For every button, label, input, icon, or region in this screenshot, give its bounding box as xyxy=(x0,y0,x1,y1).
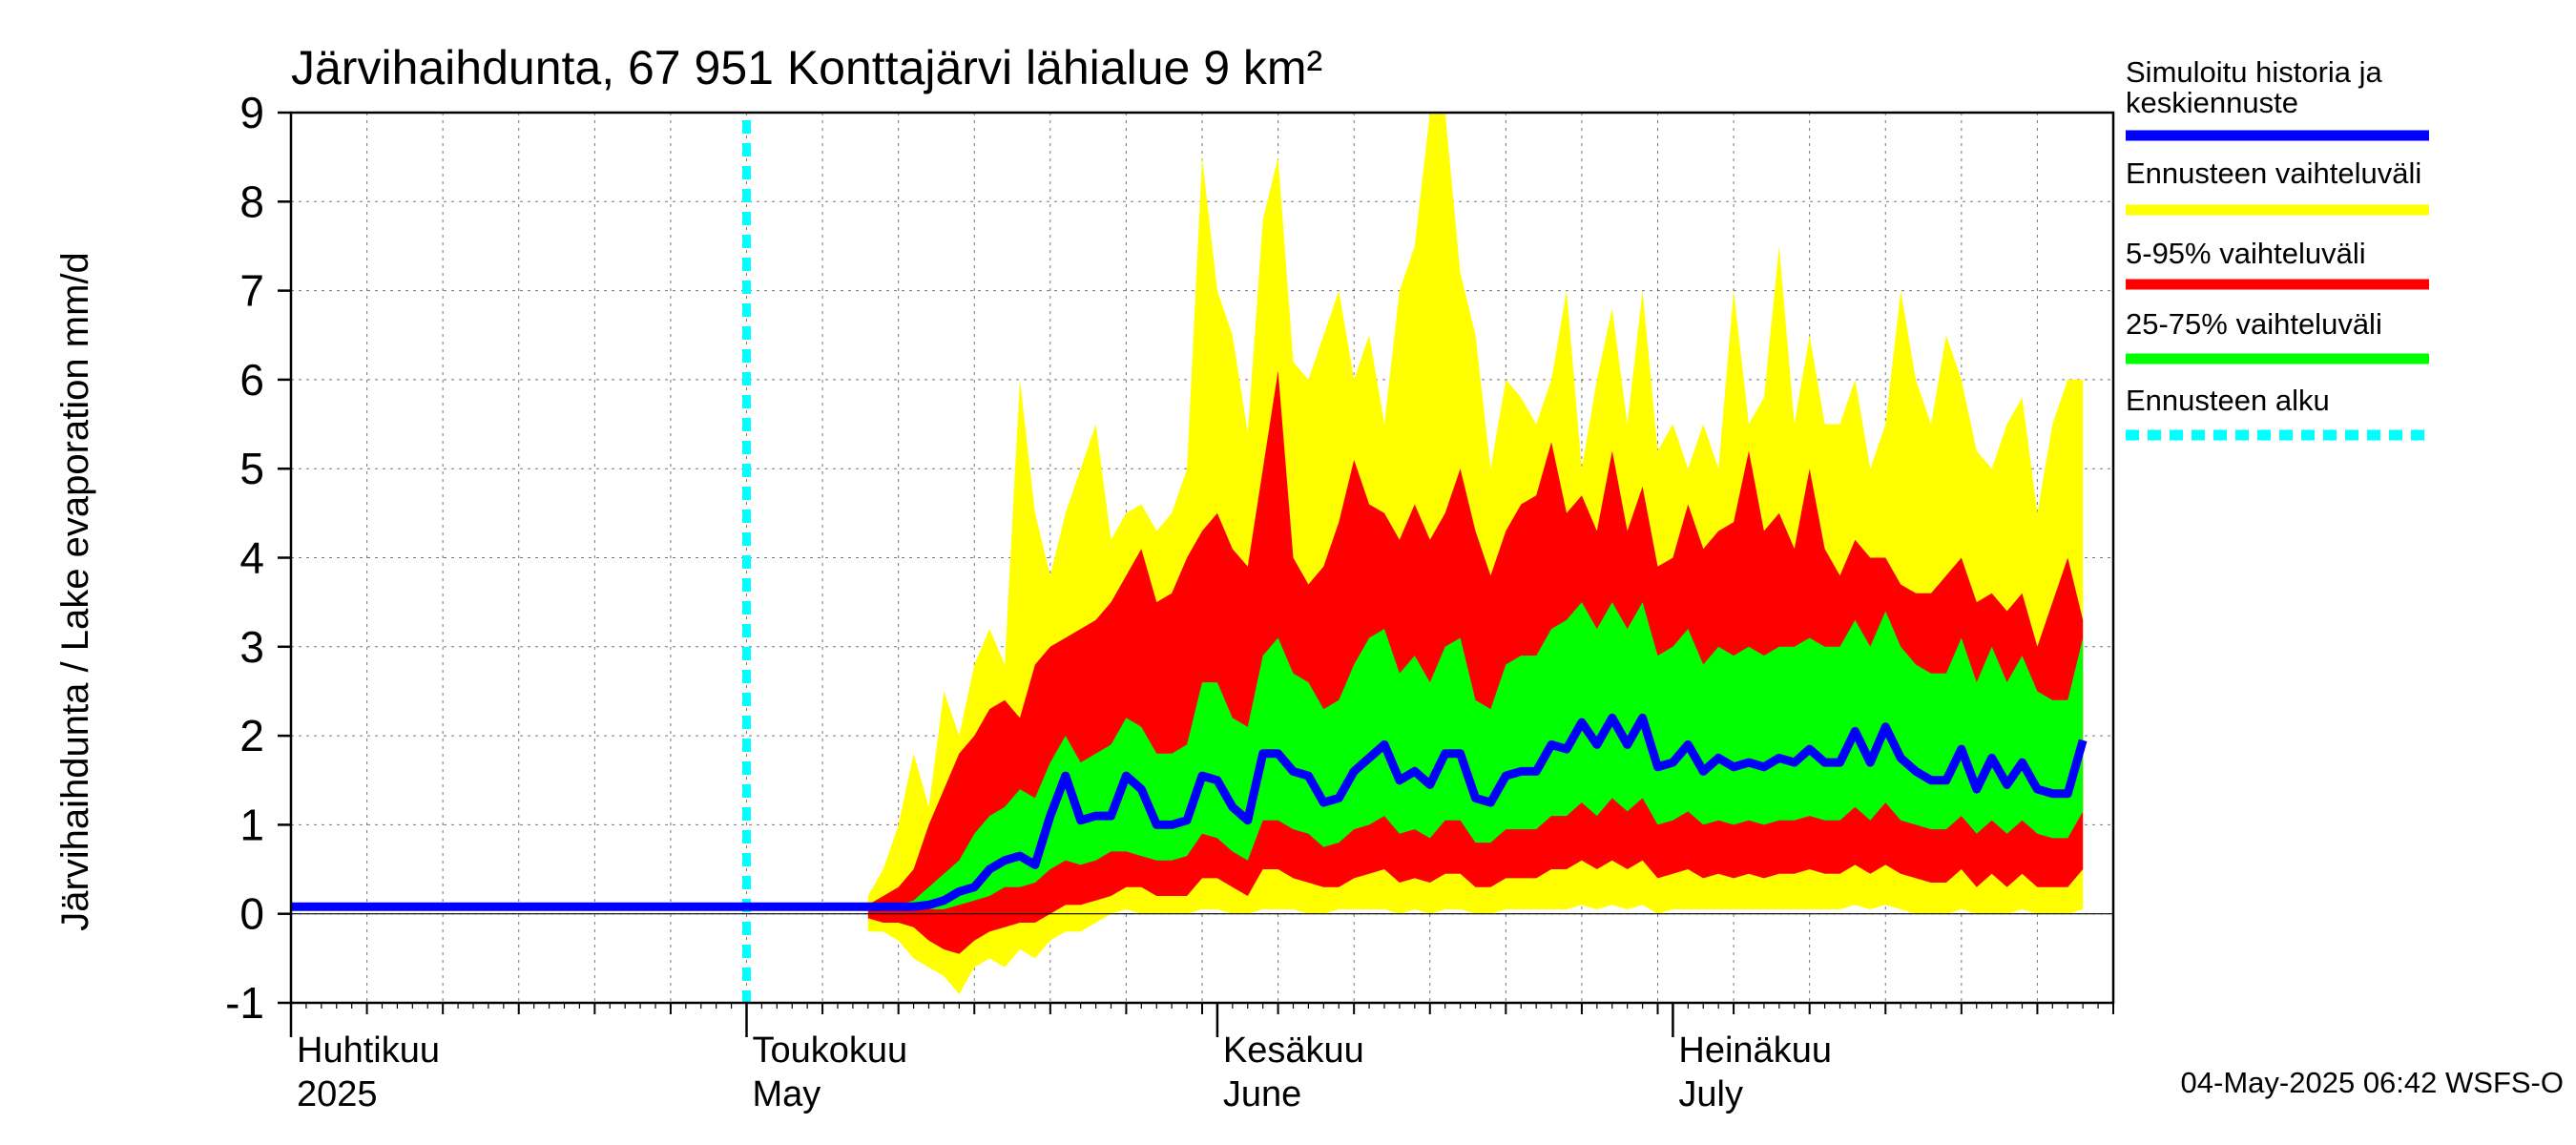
legend-label: 5-95% vaihteluväli xyxy=(2126,237,2366,270)
y-tick-label: 2 xyxy=(239,711,264,760)
band-25-75 xyxy=(867,602,2084,909)
legend-label: Ennusteen alku xyxy=(2126,384,2330,417)
y-tick-label: 7 xyxy=(239,266,264,316)
chart-title: Järvihaihdunta, 67 951 Konttajärvi lähia… xyxy=(291,41,1322,94)
y-tick-label: 6 xyxy=(239,355,264,405)
month-label-en: 2025 xyxy=(297,1074,378,1114)
month-label-fi: Toukokuu xyxy=(753,1030,908,1071)
median-series-line xyxy=(291,713,2088,911)
month-label-fi: Kesäkuu xyxy=(1223,1030,1364,1071)
legend-label: Simuloitu historia ja xyxy=(2126,55,2383,89)
legend-label: 25-75% vaihteluväli xyxy=(2126,307,2382,341)
y-tick-label: 3 xyxy=(239,622,264,672)
y-tick-label: 5 xyxy=(239,444,264,493)
legend-label-line2: keskiennuste xyxy=(2126,86,2298,119)
month-label-en: May xyxy=(753,1074,821,1114)
timestamp: 04-May-2025 06:42 WSFS-O xyxy=(2181,1066,2564,1099)
y-tick-label: -1 xyxy=(225,978,264,1028)
x-axis-ticks xyxy=(290,1003,2114,1014)
y-tick-label: 9 xyxy=(239,88,264,137)
y-tick-label: 0 xyxy=(239,889,264,939)
legend-label: Ennusteen vaihteluväli xyxy=(2126,156,2421,190)
y-axis-label: Järvihaihdunta / Lake evaporation mm/d xyxy=(54,252,96,931)
y-tick-label: 1 xyxy=(239,800,264,849)
month-label-en: July xyxy=(1678,1074,1743,1114)
y-axis-ticks: -1 0 1 2 3 4 5 6 7 8 9 xyxy=(225,88,291,1028)
month-label-fi: Heinäkuu xyxy=(1678,1030,1832,1071)
y-tick-label: 8 xyxy=(239,177,264,226)
forecast-bands xyxy=(867,113,2084,994)
y-tick-label: 4 xyxy=(239,533,264,583)
month-label-fi: Huhtikuu xyxy=(297,1030,440,1071)
plot-area xyxy=(289,111,2115,1005)
month-label-en: June xyxy=(1223,1074,1301,1114)
